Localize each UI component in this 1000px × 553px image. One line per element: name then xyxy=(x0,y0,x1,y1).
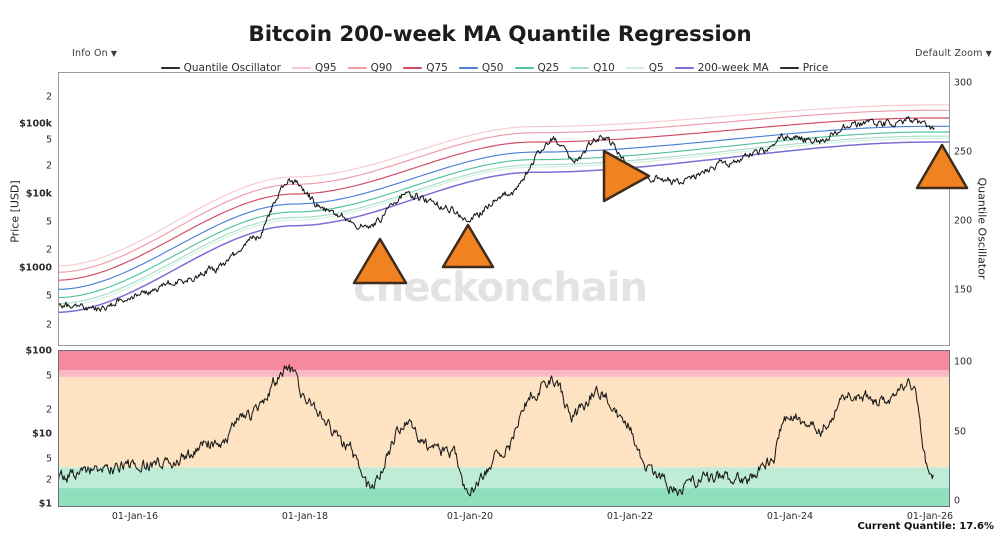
legend-item-label: Quantile Oscillator xyxy=(183,62,281,74)
legend-item-label: Q90 xyxy=(370,62,393,74)
legend-item-q50[interactable]: Q50 xyxy=(458,62,504,74)
y-tick-bottom-left-3: $10 xyxy=(32,428,52,440)
y-tick-oscillator-top-2: 200 xyxy=(954,215,973,227)
legend-item-label: Q75 xyxy=(426,62,448,74)
y-tick-bottom-right-2: 0 xyxy=(954,495,961,507)
y-tick-oscillator-top-0: 300 xyxy=(954,77,973,89)
legend-item-label: Q25 xyxy=(537,62,560,74)
zoom-preset-label: Default Zoom xyxy=(915,48,983,59)
chart-legend: Quantile Oscillator Q95 Q90 Q75 Q50 Q25 Q10 Q5 2… xyxy=(0,63,1000,74)
legend-item-label: Q10 xyxy=(593,62,615,74)
x-tick-3: 01-Jan-22 xyxy=(606,511,654,522)
page-title: Bitcoin 200-week MA Quantile Regression xyxy=(248,22,752,47)
legend-item-q75[interactable]: Q75 xyxy=(403,63,448,74)
x-tick-1: 01-Jan-18 xyxy=(281,511,329,522)
quantile-line-q50 xyxy=(59,125,949,290)
legend-item-label: Q50 xyxy=(481,62,504,74)
oscillator-band-overflow-bottom xyxy=(59,502,949,506)
quantile-line-q5 xyxy=(59,137,949,308)
y-tick-price-1: $100k xyxy=(19,118,52,130)
y-tick-oscillator-top-3: 150 xyxy=(954,284,973,296)
legend-swatch-icon xyxy=(291,67,311,70)
chevron-down-icon: ▼ xyxy=(985,49,992,58)
y-tick-price-5: 5 xyxy=(45,216,52,228)
oscillator-chart-panel[interactable] xyxy=(58,350,950,507)
x-tick-0: 01-Jan-16 xyxy=(111,511,159,522)
oscillator-band-mid xyxy=(59,376,949,468)
zoom-preset-control[interactable]: Default Zoom ▼ xyxy=(915,48,992,59)
legend-swatch-icon xyxy=(625,67,645,70)
legend-item-q90[interactable]: Q90 xyxy=(347,62,393,74)
oscillator-band-overflow-top xyxy=(59,351,949,363)
x-tick-5: 01-Jan-26 xyxy=(906,511,954,522)
legend-item-label: 200-week MA xyxy=(697,62,769,74)
y-tick-price-8: 5 xyxy=(45,290,52,302)
legend-swatch-icon xyxy=(160,67,180,70)
legend-swatch-icon xyxy=(674,67,694,70)
quantile-line-200-week-ma xyxy=(59,141,949,313)
legend-item-label: Price xyxy=(802,62,829,74)
legend-swatch-icon xyxy=(514,67,534,70)
oscillator-zone-bands xyxy=(59,351,949,506)
oscillator-line xyxy=(59,364,934,497)
current-quantile-annotation: Current Quantile: 17.6% xyxy=(857,521,994,532)
legend-item-quantile-oscillator[interactable]: Quantile Oscillator xyxy=(160,62,281,74)
legend-item-label: Q95 xyxy=(314,62,337,74)
y-tick-price-7: $1000 xyxy=(18,262,52,274)
info-toggle-control[interactable]: Info On ▼ xyxy=(72,48,117,59)
legend-item-q25[interactable]: Q25 xyxy=(514,62,560,74)
legend-swatch-icon xyxy=(779,67,799,70)
price-chart-svg xyxy=(59,104,949,313)
legend-item-q5[interactable]: Q5 xyxy=(625,62,664,74)
y-tick-oscillator-top-1: 250 xyxy=(954,146,973,158)
legend-item-200-week-ma[interactable]: 200-week MA xyxy=(674,62,769,74)
price-chart-panel[interactable] xyxy=(58,72,950,346)
y-tick-price-3: 2 xyxy=(45,160,52,172)
y-tick-bottom-right-1: 50 xyxy=(954,426,967,438)
y-tick-bottom-left-0: $100 xyxy=(25,345,52,357)
oscillator-band-high xyxy=(59,370,949,377)
oscillator-band-extreme-low xyxy=(59,488,949,502)
y-tick-price-9: 2 xyxy=(45,319,52,331)
oscillator-band-low xyxy=(59,467,949,489)
y-axis-label-oscillator: Quantile Oscillator xyxy=(975,177,989,280)
y-tick-price-2: 5 xyxy=(45,134,52,146)
oscillator-band-extreme-high xyxy=(59,363,949,370)
y-tick-price-0: 2 xyxy=(45,91,52,103)
y-tick-bottom-left-6: $1 xyxy=(38,498,52,510)
y-tick-price-4: $10k xyxy=(25,188,52,200)
y-tick-bottom-left-1: 5 xyxy=(45,370,52,382)
legend-swatch-icon xyxy=(347,67,367,70)
y-tick-bottom-left-2: 2 xyxy=(45,404,52,416)
x-tick-4: 01-Jan-24 xyxy=(766,511,814,522)
legend-item-q95[interactable]: Q95 xyxy=(291,62,337,74)
y-tick-bottom-right-0: 100 xyxy=(954,356,973,368)
quantile-line-q90 xyxy=(59,109,949,273)
legend-swatch-icon xyxy=(403,67,423,70)
y-tick-bottom-left-4: 5 xyxy=(45,453,52,465)
info-toggle-label: Info On xyxy=(72,48,108,59)
legend-swatch-icon xyxy=(458,67,478,70)
quantile-line-q25 xyxy=(59,131,949,299)
legend-item-label: Q5 xyxy=(648,62,664,74)
legend-item-price[interactable]: Price xyxy=(779,62,829,74)
legend-item-q10[interactable]: Q10 xyxy=(570,63,615,74)
price-line xyxy=(59,116,935,312)
oscillator-chart-svg xyxy=(59,351,949,506)
quantile-line-q95 xyxy=(59,104,949,267)
quantile-line-q75 xyxy=(59,117,949,281)
legend-swatch-icon xyxy=(570,67,590,70)
x-tick-2: 01-Jan-20 xyxy=(446,511,494,522)
y-tick-bottom-left-5: 2 xyxy=(45,474,52,486)
quantile-line-q10 xyxy=(59,135,949,305)
chevron-down-icon: ▼ xyxy=(110,49,118,58)
y-tick-price-6: 2 xyxy=(45,244,52,256)
